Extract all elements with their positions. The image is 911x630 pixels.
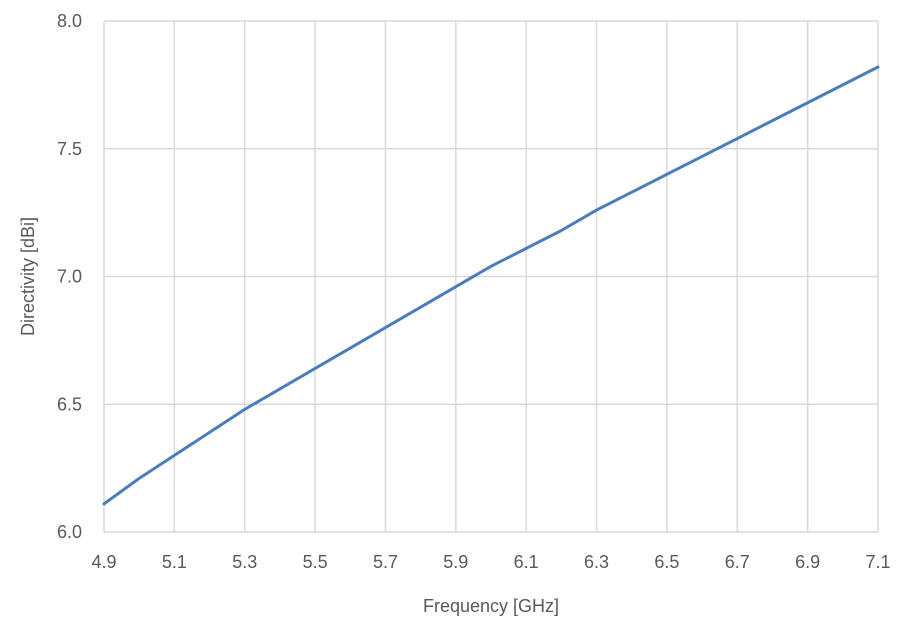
- y-tick-label: 6.5: [57, 394, 82, 414]
- x-tick-label: 4.9: [91, 552, 116, 572]
- grid: [103, 20, 879, 533]
- x-tick-label: 7.1: [865, 552, 890, 572]
- x-tick-label: 5.3: [232, 552, 257, 572]
- y-tick-label: 6.0: [57, 522, 82, 542]
- x-tick-label: 5.9: [443, 552, 468, 572]
- x-tick-label: 6.7: [725, 552, 750, 572]
- x-tick-label: 6.3: [584, 552, 609, 572]
- x-axis-title: Frequency [GHz]: [423, 596, 559, 616]
- y-axis-title: Directivity [dBi]: [18, 217, 38, 336]
- x-axis-ticks: 4.9 5.1 5.3 5.5 5.7 5.9 6.1 6.3 6.5 6.7 6.9 7.1: [91, 552, 890, 572]
- y-axis-ticks: 6.0 6.5 7.0 7.5 8.0: [57, 11, 82, 542]
- x-tick-label: 5.5: [303, 552, 328, 572]
- x-tick-label: 5.1: [162, 552, 187, 572]
- y-tick-label: 8.0: [57, 11, 82, 31]
- series-line-directivity: [102, 65, 880, 506]
- y-tick-label: 7.0: [57, 267, 82, 287]
- x-tick-label: 5.7: [373, 552, 398, 572]
- y-tick-label: 7.5: [57, 139, 82, 159]
- x-tick-label: 6.1: [514, 552, 539, 572]
- x-tick-label: 6.5: [654, 552, 679, 572]
- series-layer: [102, 65, 880, 506]
- x-tick-label: 6.9: [795, 552, 820, 572]
